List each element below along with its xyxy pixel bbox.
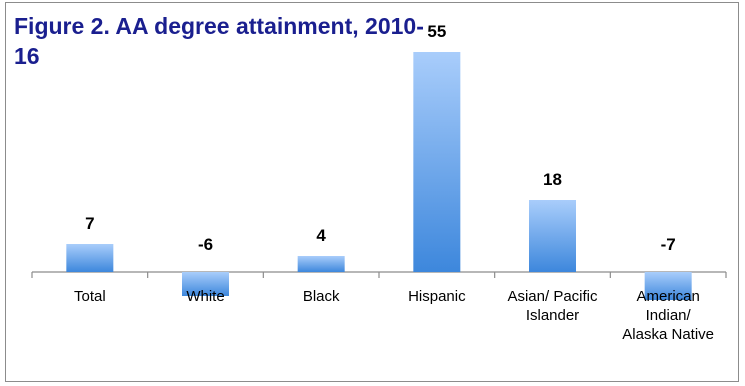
bar-white — [182, 272, 229, 296]
chart-title: Figure 2. AA degree attainment, 2010-16 — [14, 13, 424, 69]
x-tick-label: Total — [74, 288, 106, 305]
bar-layer — [66, 52, 692, 300]
axis-layer — [31, 271, 727, 278]
x-tick-label: Black — [303, 288, 340, 305]
bar-black — [297, 256, 345, 272]
bar-hispanic — [413, 52, 461, 272]
chart-frame — [5, 2, 739, 382]
data-label: 18 — [543, 170, 562, 189]
x-tick-label: American Indian/Alaska Native — [622, 288, 714, 343]
x-tick-label: White — [186, 288, 224, 305]
data-label: 55 — [427, 22, 446, 41]
bar-asian-pacific-islander — [529, 200, 576, 272]
bar-american-indian-alaska-native — [644, 272, 692, 300]
data-label: 4 — [316, 226, 326, 245]
data-label: -7 — [661, 235, 676, 254]
data-label: -6 — [198, 235, 213, 254]
data-label: 7 — [85, 214, 94, 233]
bar-total — [66, 244, 114, 272]
label-layer: 7 Total -6 White 4 Black 55 Hispanic 18 Asian/ Pa… — [74, 22, 714, 343]
x-tick-label: Asian/ Pacific Islander — [507, 288, 598, 324]
x-tick-label: Hispanic — [408, 288, 466, 305]
